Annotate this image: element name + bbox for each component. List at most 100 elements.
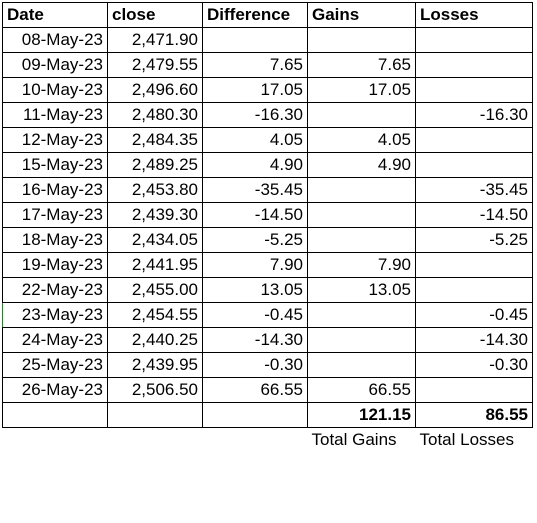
header-row: Date close Difference Gains Losses: [2, 2, 533, 28]
cell-close[interactable]: 2,441.95: [107, 252, 203, 278]
table-row: 09-May-23 2,479.55 7.65 7.65: [2, 52, 533, 78]
cell-gain[interactable]: 7.90: [307, 252, 416, 278]
cell-gain[interactable]: 17.05: [307, 77, 416, 103]
cell-close[interactable]: 2,484.35: [107, 127, 203, 153]
cell-difference[interactable]: -5.25: [202, 227, 308, 253]
cell-gain[interactable]: [307, 102, 416, 128]
cell-close[interactable]: 2,479.55: [107, 52, 203, 78]
cell-loss[interactable]: [415, 77, 533, 103]
cell-empty: [108, 428, 203, 453]
cell-difference[interactable]: 66.55: [202, 377, 308, 403]
cell-difference[interactable]: -0.45: [202, 302, 308, 328]
cell-close[interactable]: 2,480.30: [107, 102, 203, 128]
header-difference[interactable]: Difference: [202, 2, 308, 28]
cell-date[interactable]: 08-May-23: [2, 27, 108, 53]
cell-gain[interactable]: [307, 27, 416, 53]
cell-gain[interactable]: [307, 327, 416, 353]
cell-date[interactable]: 19-May-23: [2, 252, 108, 278]
cell-date[interactable]: 09-May-23: [2, 52, 108, 78]
cell-loss[interactable]: -0.45: [415, 302, 533, 328]
cell-gain[interactable]: [307, 227, 416, 253]
cell-close[interactable]: 2,434.05: [107, 227, 203, 253]
cell-loss[interactable]: [415, 52, 533, 78]
cell-empty[interactable]: [202, 402, 308, 428]
cell-date[interactable]: 25-May-23: [2, 352, 108, 378]
cell-close[interactable]: 2,496.60: [107, 77, 203, 103]
cell-loss[interactable]: [415, 277, 533, 303]
cell-gain[interactable]: 66.55: [307, 377, 416, 403]
cell-loss[interactable]: -14.30: [415, 327, 533, 353]
cell-close[interactable]: 2,455.00: [107, 277, 203, 303]
header-date[interactable]: Date: [2, 2, 108, 28]
cell-gain[interactable]: 13.05: [307, 277, 416, 303]
cell-difference[interactable]: -14.30: [202, 327, 308, 353]
cell-date[interactable]: 10-May-23: [2, 77, 108, 103]
cell-date[interactable]: 24-May-23: [2, 327, 108, 353]
header-gains[interactable]: Gains: [307, 2, 416, 28]
cell-loss[interactable]: -16.30: [415, 102, 533, 128]
cell-gain[interactable]: [307, 202, 416, 228]
total-losses-value[interactable]: 86.55: [415, 402, 533, 428]
cell-date[interactable]: 15-May-23: [2, 152, 108, 178]
table-row: 25-May-23 2,439.95 -0.30 -0.30: [2, 352, 533, 378]
cell-gain[interactable]: [307, 302, 416, 328]
cell-close[interactable]: 2,506.50: [107, 377, 203, 403]
cell-difference[interactable]: 17.05: [202, 77, 308, 103]
cell-date[interactable]: 22-May-23: [2, 277, 108, 303]
cell-close[interactable]: 2,453.80: [107, 177, 203, 203]
cell-close[interactable]: 2,439.30: [107, 202, 203, 228]
total-losses-label[interactable]: Total Losses: [415, 427, 533, 452]
cell-difference[interactable]: -0.30: [202, 352, 308, 378]
cell-empty: [3, 428, 108, 453]
cell-difference[interactable]: 7.90: [202, 252, 308, 278]
spreadsheet-table: Date close Difference Gains Losses 08-Ma…: [2, 2, 533, 452]
cell-difference[interactable]: [202, 27, 308, 53]
cell-loss[interactable]: [415, 252, 533, 278]
cell-empty[interactable]: [2, 402, 108, 428]
total-gains-label[interactable]: Total Gains: [307, 427, 416, 452]
cell-difference[interactable]: 13.05: [202, 277, 308, 303]
cell-loss[interactable]: -35.45: [415, 177, 533, 203]
cell-loss[interactable]: -0.30: [415, 352, 533, 378]
table-row: 16-May-23 2,453.80 -35.45 -35.45: [2, 177, 533, 203]
cell-difference[interactable]: 4.05: [202, 127, 308, 153]
cell-close[interactable]: 2,440.25: [107, 327, 203, 353]
cell-loss[interactable]: -14.50: [415, 202, 533, 228]
cell-date[interactable]: 17-May-23: [2, 202, 108, 228]
cell-difference[interactable]: -14.50: [202, 202, 308, 228]
cell-loss[interactable]: -5.25: [415, 227, 533, 253]
cell-close[interactable]: 2,489.25: [107, 152, 203, 178]
cell-empty: [203, 428, 308, 453]
cell-date[interactable]: 26-May-23: [2, 377, 108, 403]
table-row: 22-May-23 2,455.00 13.05 13.05: [2, 277, 533, 303]
cell-gain[interactable]: [307, 177, 416, 203]
cell-difference[interactable]: -35.45: [202, 177, 308, 203]
table-row: 17-May-23 2,439.30 -14.50 -14.50: [2, 202, 533, 228]
cell-difference[interactable]: -16.30: [202, 102, 308, 128]
cell-date[interactable]: 12-May-23: [2, 127, 108, 153]
cell-empty[interactable]: [107, 402, 203, 428]
cell-gain[interactable]: 4.90: [307, 152, 416, 178]
cell-date[interactable]: 23-May-23: [2, 302, 108, 328]
cell-loss[interactable]: [415, 27, 533, 53]
cell-difference[interactable]: 7.65: [202, 52, 308, 78]
cell-date[interactable]: 16-May-23: [2, 177, 108, 203]
cell-loss[interactable]: [415, 127, 533, 153]
header-close[interactable]: close: [107, 2, 203, 28]
cell-gain[interactable]: 4.05: [307, 127, 416, 153]
header-losses[interactable]: Losses: [415, 2, 533, 28]
cell-date[interactable]: 18-May-23: [2, 227, 108, 253]
cell-close[interactable]: 2,439.95: [107, 352, 203, 378]
cell-gain[interactable]: 7.65: [307, 52, 416, 78]
cell-close[interactable]: 2,471.90: [107, 27, 203, 53]
total-gains-value[interactable]: 121.15: [307, 402, 416, 428]
cell-date[interactable]: 11-May-23: [2, 102, 108, 128]
cell-gain[interactable]: [307, 352, 416, 378]
table-row: 11-May-23 2,480.30 -16.30 -16.30: [2, 102, 533, 128]
cell-loss[interactable]: [415, 152, 533, 178]
cell-difference[interactable]: 4.90: [202, 152, 308, 178]
table-row: 19-May-23 2,441.95 7.90 7.90: [2, 252, 533, 278]
cell-close[interactable]: 2,454.55: [107, 302, 203, 328]
table-row: 15-May-23 2,489.25 4.90 4.90: [2, 152, 533, 178]
cell-loss[interactable]: [415, 377, 533, 403]
